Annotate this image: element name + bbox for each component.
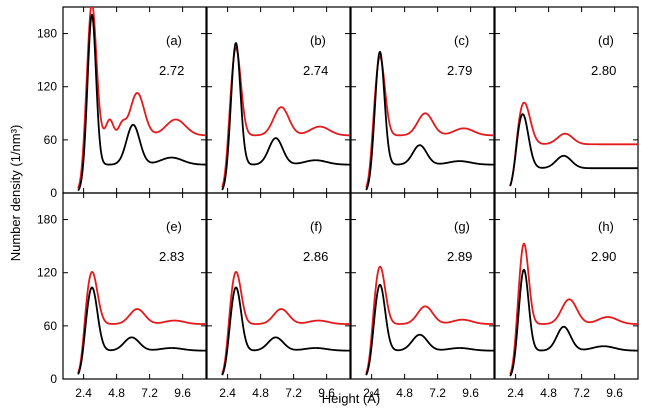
panel-letter: (f)	[310, 219, 322, 234]
panel-frame	[206, 192, 351, 380]
panel-value: 2.80	[591, 63, 616, 78]
panel-g: 2.4 4.8 7.2 9.6 (g) 2.89	[350, 192, 495, 400]
panel-b: (b) 2.74	[206, 6, 351, 194]
x-tick-label: 4.8	[108, 386, 125, 400]
series-line-upper	[365, 55, 494, 188]
panel-letter: (a)	[166, 33, 182, 48]
panel-grid: 0 60 120 180 (a) 2.72 (b) 2.74 (c) 2.79 (d) 2.80 2.4…	[37, 6, 639, 400]
y-tick-label: 120	[37, 80, 57, 94]
y-tick-label: 120	[37, 266, 57, 280]
y-tick-label: 60	[44, 319, 58, 333]
panel-frame	[494, 192, 639, 380]
series-line-upper	[221, 46, 350, 188]
y-tick-label: 60	[44, 133, 58, 147]
series-line-lower	[77, 13, 206, 192]
series-line-upper	[77, 270, 206, 374]
y-tick-label: 180	[37, 213, 57, 227]
panel-value: 2.83	[159, 249, 184, 264]
y-axis-label: Number density (1/nm³)	[8, 125, 23, 262]
x-tick-label: 2.4	[363, 386, 380, 400]
panel-value: 2.79	[447, 63, 472, 78]
panel-value: 2.74	[303, 63, 328, 78]
y-tick-label: 0	[50, 372, 57, 386]
x-tick-label: 7.2	[141, 386, 158, 400]
panel-h: 2.4 4.8 7.2 9.6 (h) 2.90	[494, 192, 639, 400]
panel-f: 2.4 4.8 7.2 9.6 (f) 2.86	[206, 192, 351, 400]
panel-value: 2.89	[447, 249, 472, 264]
panel-e: 2.4 4.8 7.2 9.6 0 60 120 180 (e) 2.83	[37, 192, 207, 400]
x-tick-label: 9.6	[462, 386, 479, 400]
series-line-lower	[77, 286, 206, 375]
y-tick-label: 180	[37, 27, 57, 41]
panel-d: (d) 2.80	[494, 6, 639, 194]
panel-frame	[62, 192, 207, 380]
x-tick-label: 4.8	[396, 386, 413, 400]
series-line-upper	[509, 101, 638, 187]
x-tick-label: 7.2	[573, 386, 590, 400]
panel-a: 0 60 120 180 (a) 2.72	[37, 6, 207, 200]
panel-frame	[206, 6, 351, 194]
x-tick-label: 9.6	[318, 386, 335, 400]
panel-frame	[350, 192, 495, 380]
series-line-upper	[221, 270, 350, 375]
panel-letter: (d)	[598, 33, 614, 48]
panel-letter: (b)	[310, 33, 326, 48]
series-line-lower	[221, 286, 350, 376]
x-tick-label: 7.2	[429, 386, 446, 400]
panel-c: (c) 2.79	[350, 6, 495, 194]
panel-frame	[62, 6, 207, 194]
x-tick-label: 2.4	[75, 386, 92, 400]
panel-value: 2.72	[159, 63, 184, 78]
panel-letter: (g)	[454, 219, 470, 234]
panel-frame	[350, 6, 495, 194]
y-tick-label: 0	[50, 186, 57, 200]
x-tick-label: 9.6	[174, 386, 191, 400]
x-tick-label: 2.4	[507, 386, 524, 400]
series-line-lower	[509, 268, 638, 377]
panel-letter: (h)	[598, 219, 614, 234]
series-line-upper	[509, 242, 638, 375]
panel-frame	[494, 6, 639, 194]
x-tick-label: 9.6	[606, 386, 623, 400]
x-tick-label: 2.4	[219, 386, 236, 400]
panel-value: 2.90	[591, 249, 616, 264]
panel-value: 2.86	[303, 249, 328, 264]
series-line-lower	[365, 50, 494, 191]
series-line-upper	[365, 265, 494, 374]
series-line-lower	[221, 42, 350, 191]
x-tick-label: 4.8	[252, 386, 269, 400]
panel-letter: (c)	[454, 33, 469, 48]
x-tick-label: 7.2	[285, 386, 302, 400]
x-tick-label: 4.8	[540, 386, 557, 400]
series-line-upper	[77, 7, 206, 189]
panel-letter: (e)	[166, 219, 182, 234]
series-line-lower	[509, 113, 638, 187]
x-axis-label: Height (Å)	[322, 391, 381, 406]
series-line-lower	[365, 283, 494, 376]
